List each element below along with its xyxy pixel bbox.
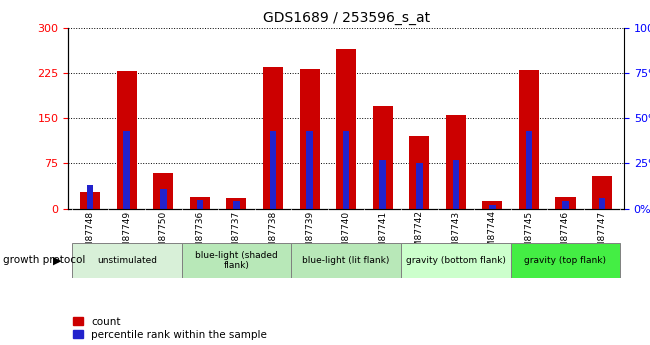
Bar xyxy=(190,197,210,209)
Bar xyxy=(72,243,181,278)
Bar xyxy=(291,243,401,278)
Bar xyxy=(226,198,246,209)
Text: GSM87750: GSM87750 xyxy=(159,210,168,260)
Title: GDS1689 / 253596_s_at: GDS1689 / 253596_s_at xyxy=(263,11,430,25)
Bar xyxy=(526,131,532,209)
Text: GSM87749: GSM87749 xyxy=(122,210,131,259)
Text: GSM87736: GSM87736 xyxy=(196,210,204,260)
Bar xyxy=(160,189,166,209)
Bar xyxy=(452,160,459,209)
Bar xyxy=(511,243,620,278)
Bar xyxy=(482,201,502,209)
Bar xyxy=(153,172,174,209)
Text: GSM87741: GSM87741 xyxy=(378,210,387,259)
Bar xyxy=(401,243,511,278)
Text: GSM87740: GSM87740 xyxy=(342,210,350,259)
Bar xyxy=(336,49,356,209)
Bar xyxy=(380,160,386,209)
Bar xyxy=(556,197,575,209)
Bar xyxy=(300,69,320,209)
Bar xyxy=(117,71,136,209)
Text: GSM87739: GSM87739 xyxy=(305,210,314,260)
Bar xyxy=(410,136,429,209)
Bar xyxy=(562,201,569,209)
Legend: count, percentile rank within the sample: count, percentile rank within the sample xyxy=(73,317,267,340)
Bar xyxy=(446,115,466,209)
Text: GSM87748: GSM87748 xyxy=(86,210,95,259)
Text: GSM87745: GSM87745 xyxy=(525,210,534,259)
Bar xyxy=(489,205,496,209)
Text: ▶: ▶ xyxy=(53,256,62,265)
Bar xyxy=(181,243,291,278)
Text: GSM87737: GSM87737 xyxy=(232,210,241,260)
Text: growth protocol: growth protocol xyxy=(3,256,86,265)
Text: GSM87738: GSM87738 xyxy=(268,210,278,260)
Bar xyxy=(343,131,350,209)
Text: GSM87746: GSM87746 xyxy=(561,210,570,259)
Bar xyxy=(270,131,276,209)
Bar xyxy=(416,164,422,209)
Bar xyxy=(372,106,393,209)
Bar xyxy=(306,131,313,209)
Bar xyxy=(599,198,605,209)
Text: GSM87747: GSM87747 xyxy=(597,210,606,259)
Bar xyxy=(592,176,612,209)
Text: GSM87744: GSM87744 xyxy=(488,210,497,259)
Text: GSM87743: GSM87743 xyxy=(451,210,460,259)
Bar xyxy=(519,70,539,209)
Bar xyxy=(196,200,203,209)
Text: blue-light (shaded
flank): blue-light (shaded flank) xyxy=(195,251,278,270)
Text: unstimulated: unstimulated xyxy=(97,256,157,265)
Text: blue-light (lit flank): blue-light (lit flank) xyxy=(302,256,390,265)
Bar xyxy=(80,193,100,209)
Bar xyxy=(87,185,94,209)
Text: gravity (top flank): gravity (top flank) xyxy=(525,256,606,265)
Bar xyxy=(263,67,283,209)
Text: GSM87742: GSM87742 xyxy=(415,210,424,259)
Bar xyxy=(124,131,130,209)
Text: gravity (bottom flank): gravity (bottom flank) xyxy=(406,256,506,265)
Bar xyxy=(233,201,240,209)
